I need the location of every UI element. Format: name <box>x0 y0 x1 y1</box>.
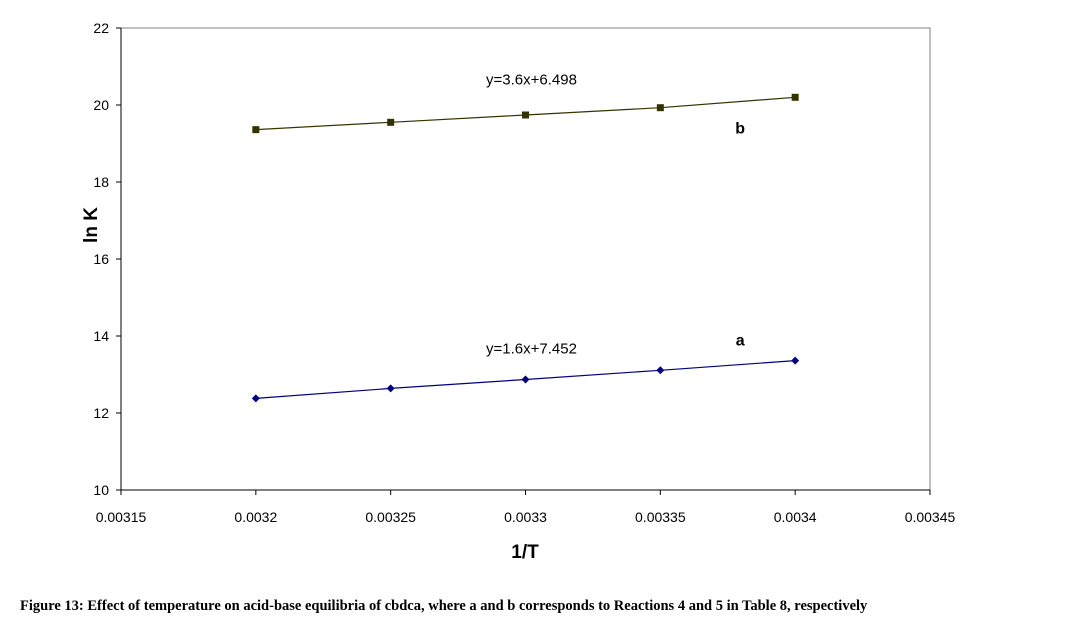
data-point <box>656 366 665 375</box>
data-point <box>521 375 530 384</box>
x-tick-label: 0.0033 <box>504 509 547 525</box>
data-point <box>386 384 395 393</box>
series-a: y=1.6x+7.452 a <box>251 333 800 403</box>
data-point <box>656 104 664 112</box>
y-tick-label: 20 <box>93 97 109 113</box>
x-axis: 0.00315 0.0032 0.00325 0.0033 0.00335 0.0034 0… <box>96 489 956 525</box>
equation-label-b: y=3.6x+6.498 <box>486 72 577 89</box>
x-tick-label: 0.0032 <box>234 509 277 525</box>
x-tick-label: 0.00335 <box>635 509 686 525</box>
data-point <box>791 356 800 365</box>
series-name-label-b: b <box>735 120 745 137</box>
y-axis: 10 12 14 16 18 20 22 <box>93 20 122 498</box>
plot-area <box>120 27 931 491</box>
y-tick-label: 18 <box>93 174 109 190</box>
data-point <box>522 111 529 119</box>
data-point <box>251 394 260 403</box>
y-axis-title: ln K <box>81 207 102 243</box>
x-tick-label: 0.00325 <box>365 509 416 525</box>
y-tick-label: 16 <box>93 251 109 267</box>
y-tick-label: 14 <box>93 328 109 344</box>
x-tick-label: 0.00315 <box>96 509 147 525</box>
y-tick-label: 22 <box>93 20 109 36</box>
data-point <box>252 126 260 134</box>
x-tick-label: 0.0034 <box>774 509 817 525</box>
y-tick-label: 12 <box>93 405 109 421</box>
y-tick-label: 10 <box>93 482 109 498</box>
data-point <box>387 118 395 126</box>
chart: 0.00315 0.0032 0.00325 0.0033 0.00335 0.0034 0… <box>81 20 956 563</box>
x-tick-label: 0.00345 <box>905 509 956 525</box>
figure-caption: Figure 13: Effect of temperature on acid… <box>20 598 868 614</box>
data-point <box>791 93 799 101</box>
x-axis-title: 1/T <box>511 542 539 563</box>
series-name-label-a: a <box>736 333 745 350</box>
series-b: y=3.6x+6.498 b <box>252 72 799 137</box>
series-layer: y=3.6x+6.498 b y=1.6x+7.452 a <box>251 72 800 403</box>
equation-label-a: y=1.6x+7.452 <box>486 340 577 357</box>
